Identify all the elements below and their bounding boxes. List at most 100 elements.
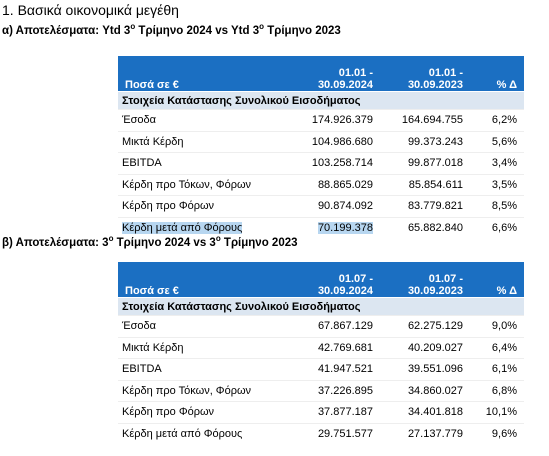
cell-value: 8,5%	[470, 195, 524, 217]
group-row: Στοιχεία Κατάστασης Συνολικού Εισοδήματο…	[118, 91, 524, 110]
period-line: 30.09.2024	[317, 285, 373, 297]
cell-text: Κέρδη προ Τόκων, Φόρων	[122, 178, 252, 191]
cell-text: 37.226.895	[317, 384, 373, 397]
heading-part: ο	[259, 22, 265, 31]
cell-text: 27.137.779	[407, 427, 463, 440]
data-row: Έσοδα 67.867.129 62.275.129 9,0%	[118, 315, 524, 337]
unit-header: Ποσά σε €	[118, 262, 275, 298]
cell-text: 3,4%	[491, 157, 517, 170]
cell-value: 41.947.521	[275, 358, 380, 380]
data-row: Κέρδη προ Φόρων 90.874.092 83.779.821 8,5%	[118, 195, 524, 217]
group-label: Στοιχεία Κατάστασης Συνολικού Εισοδήματο…	[118, 91, 524, 110]
data-row: Κέρδη προ Φόρων 37.877.187 34.401.818 10,1%	[118, 401, 524, 423]
row-label: Κέρδη προ Φόρων	[118, 401, 275, 423]
group-label: Στοιχεία Κατάστασης Συνολικού Εισοδήματο…	[118, 297, 524, 316]
cell-value: 104.986.680	[275, 130, 380, 153]
cell-value: 65.882.840	[380, 216, 470, 238]
cell-text: Κέρδη μετά από Φόρους	[122, 221, 243, 234]
section-heading: α) Αποτελέσματα: Ytd 3ο Τρίμηνο 2024 vs …	[2, 22, 341, 37]
period-line: 01.07 -	[338, 273, 373, 285]
cell-text: Κέρδη προ Τόκων, Φόρων	[122, 384, 252, 397]
row-label: Έσοδα	[118, 315, 275, 337]
cell-value: 62.275.129	[380, 315, 470, 337]
cell-value: 9,0%	[470, 315, 524, 337]
period-line: 30.09.2024	[317, 79, 373, 91]
heading-part: α) Αποτελέσματα: Ytd 3	[2, 24, 131, 37]
cell-text: 104.986.680	[311, 135, 373, 148]
data-row: Κέρδη προ Τόκων, Φόρων 88.865.029 85.854.6…	[118, 173, 524, 196]
cell-text: 6,1%	[491, 363, 517, 376]
cell-text: Μικτά Κέρδη	[122, 135, 184, 148]
cell-text: 164.694.755	[401, 114, 463, 127]
cell-text: Κέρδη προ Φόρων	[122, 200, 215, 213]
data-row: EBITDA 103.258.714 99.877.018 3,4%	[118, 152, 524, 174]
heading-part: Τρίμηνο 2024 vs Ytd 3	[135, 24, 260, 37]
row-label: Κέρδη προ Τόκων, Φόρων	[118, 173, 275, 196]
period-header: 01.07 -30.09.2023	[380, 262, 470, 298]
cell-text: 99.373.243	[407, 135, 463, 148]
cell-text: 6,4%	[491, 341, 517, 354]
cell-value: 40.209.027	[380, 336, 470, 359]
heading-part: β) Αποτελέσματα: 3	[2, 236, 109, 249]
data-row: Κέρδη προ Τόκων, Φόρων 37.226.895 34.860.0…	[118, 379, 524, 402]
cell-text: Έσοδα	[122, 320, 157, 333]
row-label: Κέρδη μετά από Φόρους	[118, 216, 275, 238]
results-table: Ποσά σε €01.01 -30.09.2024 01.01 -30.09.2…	[118, 56, 524, 238]
cell-text: 9,0%	[491, 320, 517, 333]
cell-text: 67.867.129	[317, 320, 373, 333]
cell-text: 29.751.577	[317, 427, 373, 440]
cell-text: EBITDA	[122, 363, 162, 376]
cell-value: 90.874.092	[275, 195, 380, 217]
period-line: 01.01 -	[338, 67, 373, 79]
cell-value: 164.694.755	[380, 109, 470, 131]
cell-text: Έσοδα	[122, 114, 157, 127]
section-heading: β) Αποτελέσματα: 3ο Τρίμηνο 2024 vs 3ο Τ…	[2, 234, 298, 249]
cell-value: 6,8%	[470, 379, 524, 402]
cell-value: 37.226.895	[275, 379, 380, 402]
change-header: % Δ	[470, 262, 524, 298]
cell-value: 9,6%	[470, 422, 524, 444]
cell-value: 27.137.779	[380, 422, 470, 444]
cell-text: 6,8%	[491, 384, 517, 397]
data-row: Μικτά Κέρδη 42.769.681 40.209.027 6,4%	[118, 336, 524, 359]
cell-text: 174.926.379	[311, 114, 373, 127]
cell-value: 6,1%	[470, 358, 524, 380]
cell-value: 39.551.096	[380, 358, 470, 380]
cell-value: 174.926.379	[275, 109, 380, 131]
period-header: 01.01 -30.09.2024	[275, 56, 380, 92]
cell-value: 34.860.027	[380, 379, 470, 402]
cell-value: 10,1%	[470, 401, 524, 423]
data-row: Κέρδη μετά από Φόρους 29.751.577 27.137.77…	[118, 422, 524, 444]
row-label: Έσοδα	[118, 109, 275, 131]
heading-part: ο	[108, 234, 114, 243]
cell-value: 6,2%	[470, 109, 524, 131]
cell-text: 39.551.096	[407, 363, 463, 376]
cell-text: 83.779.821	[407, 200, 463, 213]
row-label: Μικτά Κέρδη	[118, 336, 275, 359]
cell-value: 70.199.378	[275, 216, 380, 238]
data-row: EBITDA 41.947.521 39.551.096 6,1%	[118, 358, 524, 380]
period-line: 30.09.2023	[407, 79, 463, 91]
cell-text: Μικτά Κέρδη	[122, 341, 184, 354]
cell-text: 34.401.818	[407, 406, 463, 419]
cell-text: Κέρδη μετά από Φόρους	[122, 427, 243, 440]
cell-text: 5,6%	[491, 135, 517, 148]
heading-part: ο	[130, 22, 136, 31]
heading-part: Τρίμηνο 2024 vs 3	[113, 236, 216, 249]
cell-value: 37.877.187	[275, 401, 380, 423]
cell-text: 103.258.714	[311, 157, 373, 170]
cell-value: 5,6%	[470, 130, 524, 153]
cell-value: 67.867.129	[275, 315, 380, 337]
cell-text: 85.854.611	[408, 178, 463, 191]
cell-text: 6,6%	[491, 221, 517, 234]
cell-text: 40.209.027	[407, 341, 463, 354]
change-header: % Δ	[470, 56, 524, 92]
row-label: Κέρδη προ Τόκων, Φόρων	[118, 379, 275, 402]
cell-value: 85.854.611	[380, 173, 470, 196]
heading-part: ο	[215, 234, 221, 243]
heading-part: Τρίμηνο 2023	[264, 24, 341, 37]
row-label: Κέρδη προ Φόρων	[118, 195, 275, 217]
cell-text: 62.275.129	[407, 320, 463, 333]
cell-value: 99.373.243	[380, 130, 470, 153]
cell-value: 42.769.681	[275, 336, 380, 359]
